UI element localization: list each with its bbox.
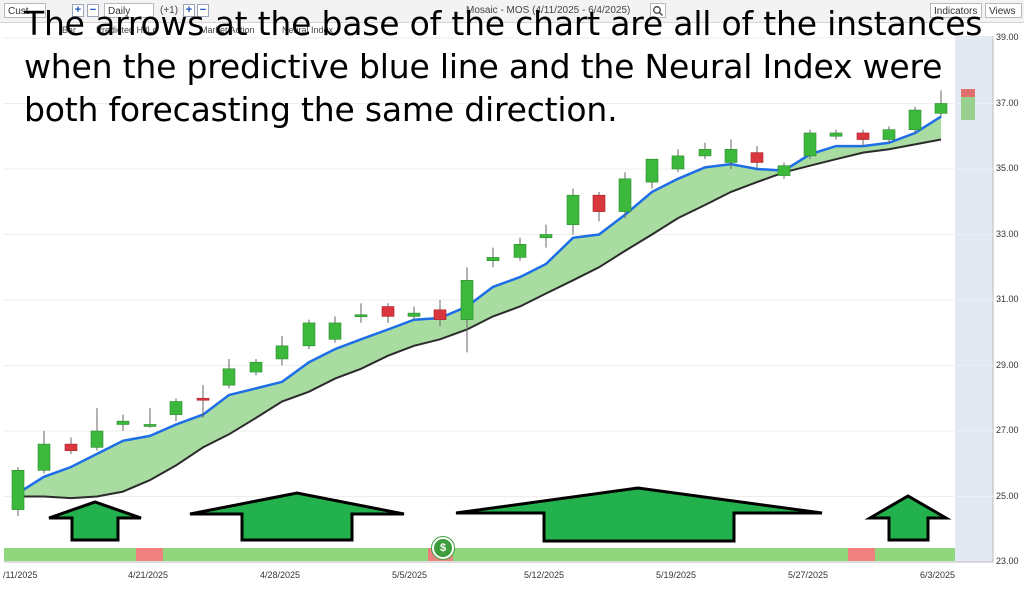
x-tick-label: 5/5/2025: [392, 570, 428, 580]
candle-up: [37, 443, 51, 471]
candle-up: [169, 401, 183, 415]
candle-up: [618, 178, 632, 212]
predicted-band: [18, 116, 941, 499]
y-tick-label: 29.00: [996, 360, 1019, 370]
search-icon: [653, 6, 663, 16]
views-dropdown[interactable]: Views: [985, 3, 1022, 18]
indicators-dropdown[interactable]: Indicators: [930, 3, 982, 18]
caption-line: The arrows at the base of the chart are …: [24, 4, 983, 43]
candle-up: [354, 314, 368, 318]
custom-dropdown[interactable]: Cust: [4, 3, 46, 18]
candle-up: [275, 345, 289, 360]
neural-index-segment: [4, 548, 136, 561]
minus-icon: −: [199, 4, 207, 16]
x-tick-label: 5/12/2025: [524, 570, 565, 580]
candle-up: [143, 424, 157, 427]
offset-increase-button[interactable]: +: [183, 4, 195, 17]
candle-up: [539, 234, 553, 239]
candle-down: [433, 309, 447, 320]
y-tick-label: 39.00: [996, 32, 1019, 42]
y-tick-label: 23.00: [996, 556, 1019, 566]
chart-toolbar: Cust + − Daily (+1) + − Mosaic - MOS (4/…: [0, 0, 1024, 23]
y-tick-label: 31.00: [996, 294, 1019, 304]
candle-up: [803, 132, 817, 157]
y-tick-label: 33.00: [996, 229, 1019, 239]
candle-up: [698, 149, 712, 157]
forecast-candle: [961, 89, 975, 120]
zoom-in-button[interactable]: +: [72, 4, 84, 17]
candle-up: [90, 430, 104, 448]
candle-up: [486, 257, 500, 261]
dividend-marker[interactable]: $: [432, 537, 454, 559]
offset-label: (+1): [160, 5, 179, 16]
plus-icon: +: [185, 4, 193, 16]
neural-index-segment: [875, 548, 955, 561]
candle-up: [460, 280, 474, 320]
candle-up: [249, 361, 263, 373]
neural-index-segment: [163, 548, 428, 561]
candle-up: [302, 322, 316, 347]
candle-up: [882, 129, 896, 140]
candle-up: [407, 312, 421, 317]
legend-item-bar: Bar: [62, 25, 77, 35]
y-tick-label: 25.00: [996, 491, 1019, 501]
legend-item-predicted: Predicted Hi/Lo: [96, 25, 158, 35]
candle-up: [777, 165, 791, 176]
candle-down: [196, 397, 210, 401]
candle-down: [64, 443, 78, 451]
period-dropdown-label: Daily: [108, 6, 131, 17]
caption-line: both forecasting the same direction.: [24, 90, 618, 129]
neural-index-segment: [848, 548, 875, 561]
x-tick-label: 5/19/2025: [656, 570, 697, 580]
zoom-out-button[interactable]: −: [87, 4, 99, 17]
forecast-zone: [955, 36, 993, 562]
chart-title: Mosaic - MOS (4/11/2025 - 6/4/2025): [466, 5, 631, 16]
custom-dropdown-label: Cust: [8, 6, 29, 17]
indicators-label: Indicators: [934, 6, 978, 17]
candle-down: [381, 306, 395, 317]
minus-icon: −: [89, 4, 97, 16]
candle-up: [908, 109, 922, 131]
candle-up: [328, 322, 342, 340]
legend-item-neural-index: Neural Index: [282, 25, 334, 35]
candle-down: [856, 132, 870, 140]
caption-line: when the predictive blue line and the Ne…: [24, 47, 943, 86]
x-tick-label: 5/27/2025: [788, 570, 829, 580]
y-tick-label: 37.00: [996, 98, 1019, 108]
annotation-caption: The arrows at the base of the chart are …: [24, 2, 984, 131]
candle-down: [592, 194, 606, 212]
candle-up: [829, 132, 843, 137]
candle-up: [724, 149, 738, 163]
candle-down: [750, 152, 764, 163]
x-tick-label: /11/2025: [3, 570, 38, 580]
up-arrow-icon: [864, 494, 952, 542]
plus-icon: +: [74, 4, 82, 16]
candle-up: [116, 420, 130, 425]
up-arrow-icon: [455, 486, 823, 543]
neural-index-segment: [453, 548, 848, 561]
neural-index-segment: [136, 548, 163, 561]
dividend-marker-label: $: [439, 542, 447, 554]
candle-up: [671, 155, 685, 170]
x-tick-label: 6/3/2025: [920, 570, 956, 580]
y-tick-label: 35.00: [996, 163, 1019, 173]
views-label: Views: [989, 6, 1016, 17]
candle-up: [222, 368, 236, 386]
offset-decrease-button[interactable]: −: [197, 4, 209, 17]
y-tick-label: 27.00: [996, 425, 1019, 435]
candle-up: [513, 244, 527, 258]
search-button[interactable]: [650, 3, 666, 18]
period-dropdown[interactable]: Daily: [104, 3, 154, 18]
candle-up: [645, 158, 659, 183]
x-tick-label: 4/21/2025: [128, 570, 169, 580]
candle-up: [566, 194, 580, 225]
candle-up: [934, 103, 948, 114]
candle-up: [11, 469, 25, 510]
up-arrow-icon: [189, 491, 405, 542]
up-arrow-icon: [48, 500, 142, 542]
x-tick-label: 4/28/2025: [260, 570, 301, 580]
legend-item-market-action: Market Action: [200, 25, 255, 35]
